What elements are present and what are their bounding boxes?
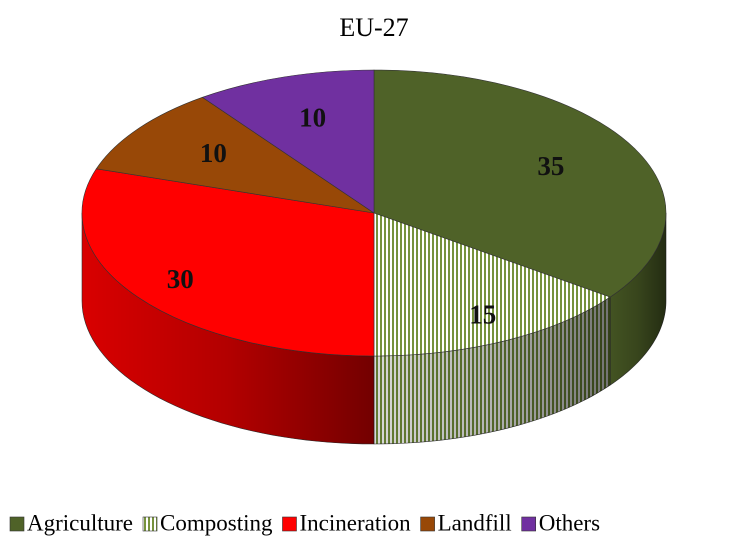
data-label: 30	[167, 264, 194, 294]
legend-label: Landfill	[438, 510, 512, 535]
slice	[201, 69, 375, 214]
slice-side-shade	[82, 213, 374, 444]
legend-label: Others	[539, 510, 600, 535]
slice	[95, 96, 375, 214]
legend-swatch	[9, 516, 25, 532]
slice-side-shade	[610, 213, 666, 386]
slice	[373, 212, 611, 357]
slice-side-shade	[374, 297, 611, 444]
data-label: 10	[299, 103, 326, 133]
legend-swatch	[420, 516, 435, 532]
legend-swatch	[282, 516, 297, 532]
legend-swatch	[142, 516, 158, 532]
legend-swatch	[521, 516, 537, 532]
chart-title: EU-27	[339, 13, 408, 42]
slice	[373, 69, 667, 298]
legend-label: Incineration	[299, 510, 411, 535]
data-label: 10	[200, 138, 227, 168]
slice	[81, 168, 375, 357]
legend-label: Composting	[160, 510, 273, 535]
data-label: 15	[469, 300, 496, 330]
legend-label: Agriculture	[27, 510, 133, 535]
data-label: 35	[537, 151, 564, 181]
